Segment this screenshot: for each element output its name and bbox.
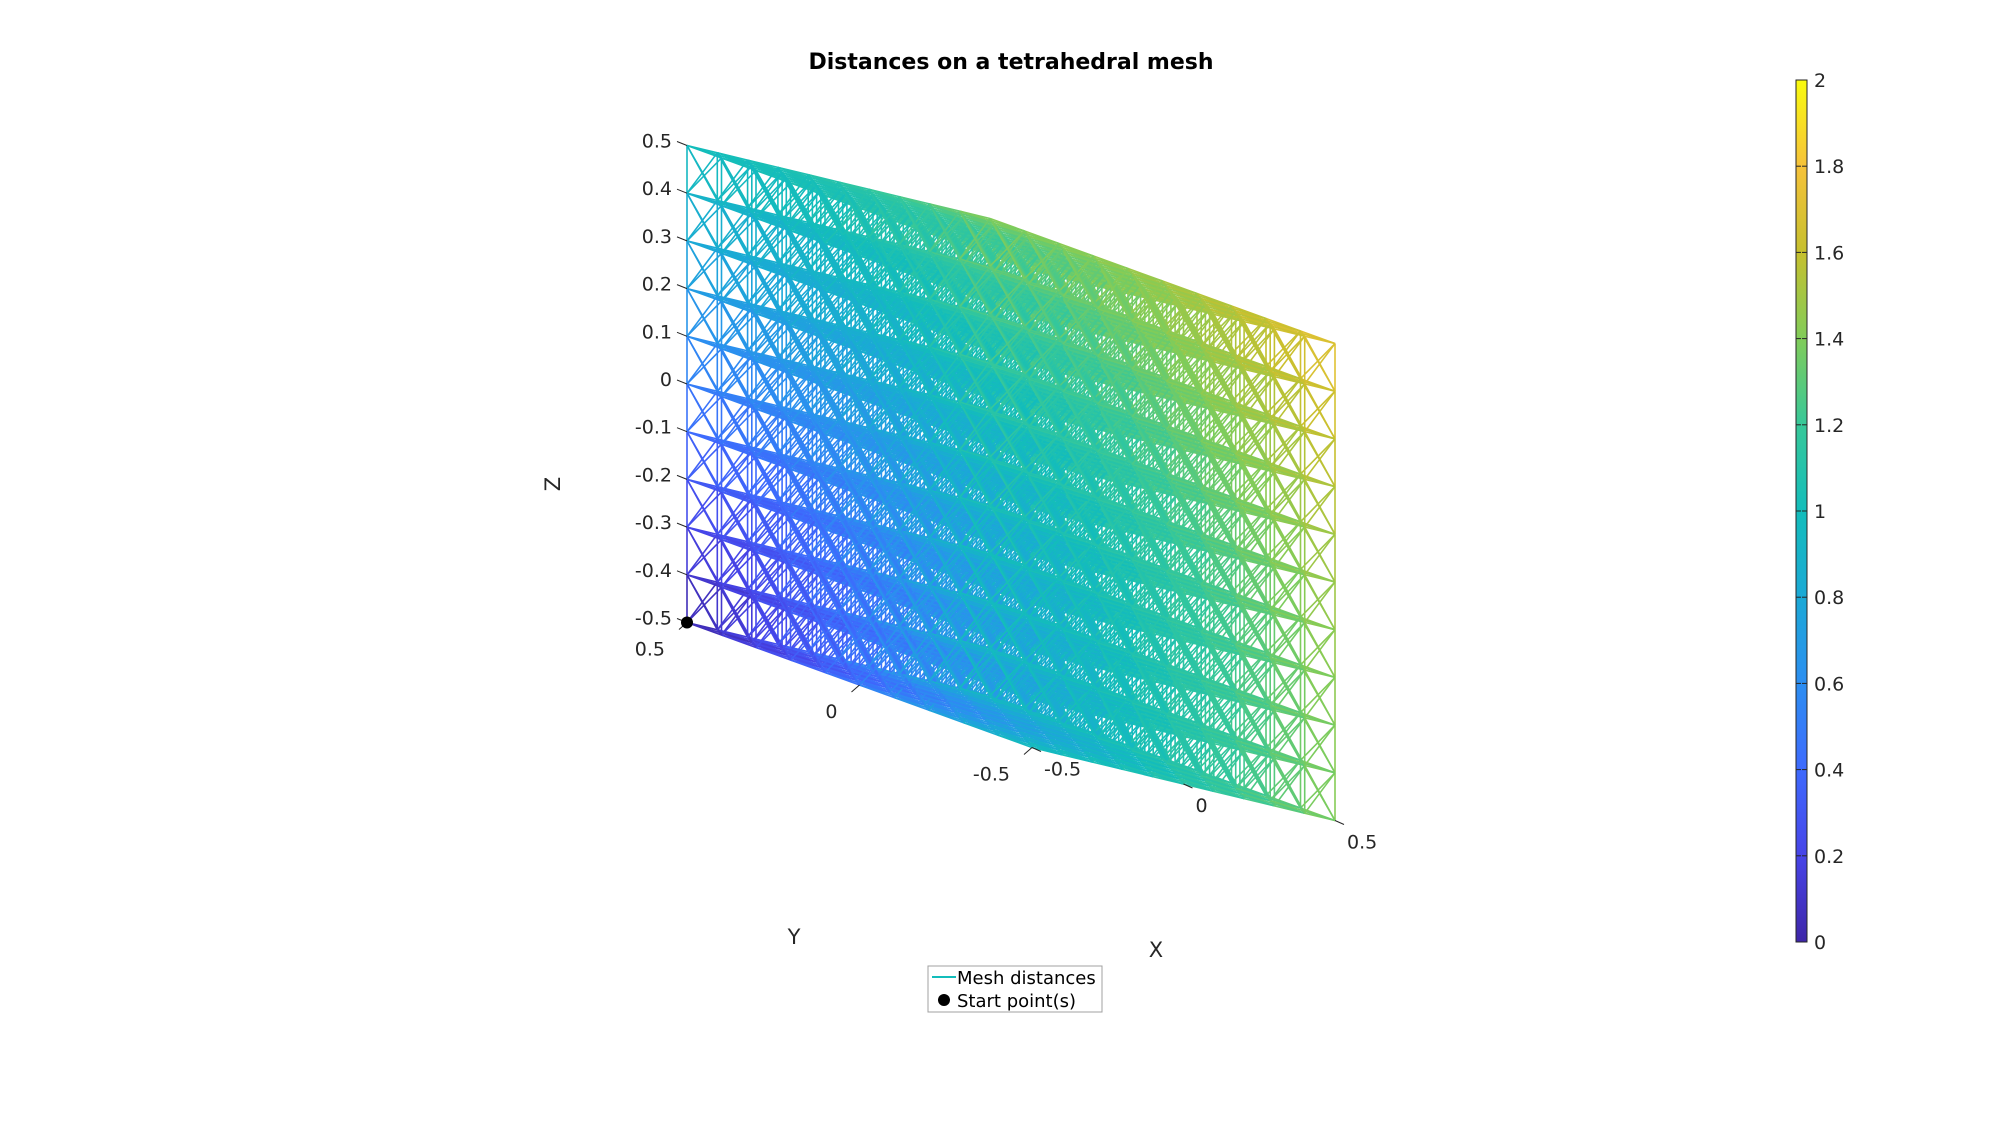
mesh-edge [993, 729, 1059, 751]
chart-title: Distances on a tetrahedral mesh [808, 50, 1213, 75]
mesh-edge [1027, 741, 1093, 763]
mesh-wireframe [686, 144, 1336, 822]
mesh-edge [1057, 748, 1124, 771]
